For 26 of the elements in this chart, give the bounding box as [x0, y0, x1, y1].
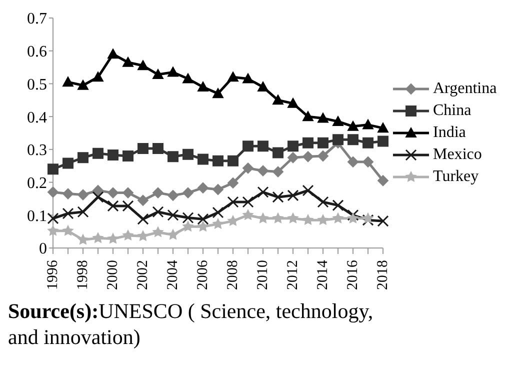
y-tick-label: 0.4 — [27, 109, 47, 126]
legend-label: China — [433, 102, 472, 120]
x-tick-label: 2014 — [315, 260, 331, 290]
x-tick-label: 2002 — [135, 260, 151, 290]
legend-label: Argentina — [433, 80, 497, 98]
legend-label: Mexico — [433, 146, 482, 164]
x-tick-label: 2004 — [165, 260, 181, 290]
y-tick-label: 0.3 — [27, 142, 47, 160]
x-tick-label: 2000 — [105, 260, 121, 290]
x-tick-label: 2006 — [195, 260, 211, 290]
x-tick-label: 2010 — [255, 260, 271, 290]
y-tick-label: 0 — [39, 240, 47, 258]
x-tick-label: 1996 — [45, 260, 61, 290]
y-tick-label: 0.5 — [27, 76, 47, 94]
y-tick-label: 0.1 — [27, 208, 47, 225]
y-tick-label: 0.7 — [27, 10, 47, 28]
y-tick-label: 0.6 — [27, 44, 47, 61]
x-tick-label: 2012 — [285, 260, 301, 290]
source-note: Source(s):UNESCO ( Science, technology, and innovation) — [8, 298, 374, 350]
x-tick-label: 2016 — [345, 260, 361, 290]
x-tick-label: 2008 — [225, 260, 241, 290]
x-tick-label: 2018 — [375, 260, 391, 290]
y-tick-label: 0.2 — [27, 174, 47, 192]
x-tick-label: 1998 — [75, 260, 91, 290]
legend-label: India — [433, 124, 466, 142]
legend-label: Turkey — [433, 168, 479, 186]
